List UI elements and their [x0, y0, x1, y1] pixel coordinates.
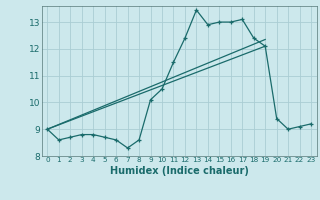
X-axis label: Humidex (Indice chaleur): Humidex (Indice chaleur) — [110, 166, 249, 176]
